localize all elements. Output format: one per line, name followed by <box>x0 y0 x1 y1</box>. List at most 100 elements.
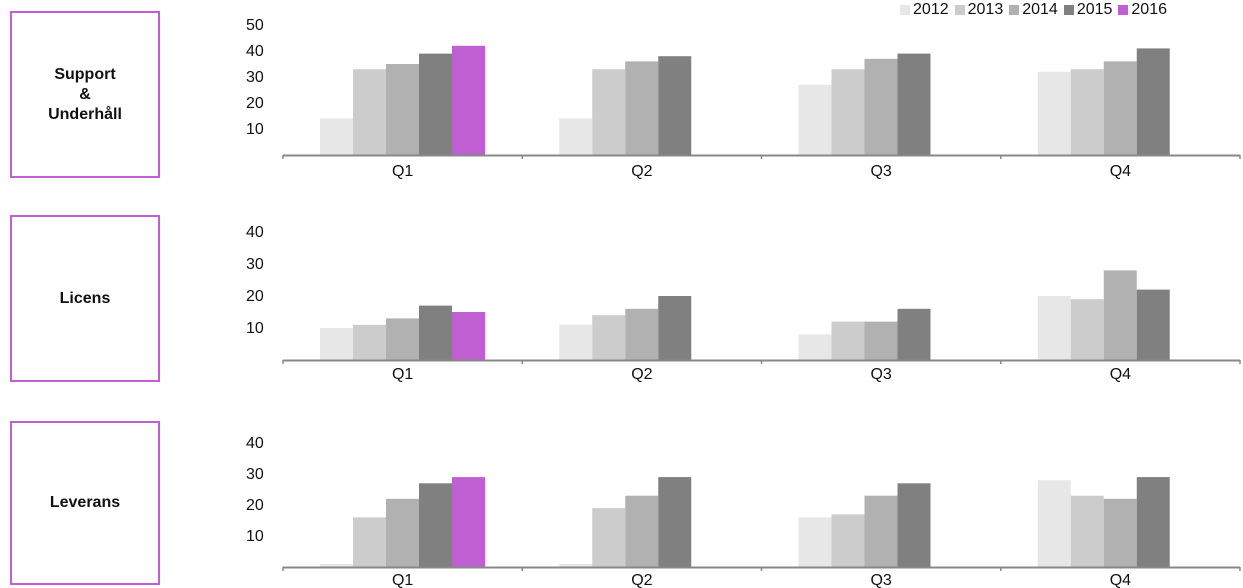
x-tick-label: Q3 <box>870 572 891 588</box>
bar-2013-Q4 <box>1070 299 1104 360</box>
bar-2013-Q3 <box>831 69 865 155</box>
bar-2015-Q2 <box>658 296 692 360</box>
bar-2012-Q1 <box>320 328 353 360</box>
bar-2012-Q1 <box>320 118 353 155</box>
bar-2013-Q2 <box>592 508 626 567</box>
legend-label: 2016 <box>1131 1 1167 18</box>
bar-2012-Q3 <box>798 517 832 567</box>
x-tick-label: Q4 <box>1110 572 1131 588</box>
bar-2014-Q1 <box>386 64 419 155</box>
bar-2012-Q2 <box>559 563 593 567</box>
y-tick-label: 40 <box>246 224 264 241</box>
bar-2012-Q4 <box>1037 480 1071 567</box>
bar-2015-Q1 <box>419 53 452 155</box>
row-label-support: Support & Underhåll <box>10 11 160 178</box>
y-tick-label: 20 <box>246 497 264 514</box>
legend-label: 2015 <box>1076 1 1113 18</box>
bar-2015-Q1 <box>419 305 452 360</box>
bar-2015-Q3 <box>897 483 931 567</box>
legend-item-2014: 2014 <box>1009 1 1058 19</box>
row-label-licens: Licens <box>10 215 160 382</box>
legend-swatch <box>1063 5 1074 15</box>
x-tick-label: Q3 <box>870 163 891 180</box>
chart-2: 10 20 30 40 Q1 Q2 Q3 Q4 <box>246 435 1241 588</box>
bar-2014-Q1 <box>386 498 419 567</box>
bar-2013-Q2 <box>592 69 626 155</box>
x-tick-label: Q4 <box>1110 366 1131 383</box>
chart-0: 10 20 30 40 50 Q1 Q2 Q3 Q4 <box>246 17 1241 180</box>
bar-2013-Q4 <box>1070 69 1104 155</box>
bar-2014-Q2 <box>625 61 659 155</box>
y-tick-label: 10 <box>246 121 264 138</box>
legend-item-2015: 2015 <box>1063 1 1113 19</box>
legend-swatch <box>1118 5 1129 15</box>
bar-2014-Q3 <box>864 58 898 155</box>
row-label-leverans: Leverans <box>10 421 160 585</box>
bar-2014-Q2 <box>625 308 659 360</box>
bar-2013-Q4 <box>1070 495 1104 567</box>
y-tick-label: 30 <box>246 69 264 86</box>
bar-2013-Q1 <box>353 517 386 567</box>
y-tick-label: 30 <box>246 466 264 483</box>
bar-2012-Q3 <box>798 334 832 360</box>
x-tick-label: Q3 <box>870 366 891 383</box>
legend-label: 2012 <box>913 1 949 18</box>
bar-2014-Q3 <box>864 321 898 360</box>
legend-swatch <box>1009 5 1020 15</box>
bar-2015-Q2 <box>658 56 692 156</box>
bar-2013-Q3 <box>831 514 865 567</box>
legend-item-2013: 2013 <box>954 1 1004 19</box>
bar-2015-Q4 <box>1136 289 1170 360</box>
bar-2012-Q1 <box>320 563 353 567</box>
bar-2012-Q4 <box>1037 296 1071 360</box>
y-tick-label: 50 <box>246 17 264 34</box>
legend-item-2012: 2012 <box>900 1 949 19</box>
y-tick-label: 40 <box>246 43 264 60</box>
bar-2014-Q4 <box>1103 498 1137 567</box>
row-label-support-text: Support & Underhåll <box>48 65 122 123</box>
x-tick-label: Q1 <box>392 366 413 383</box>
bar-2013-Q1 <box>353 69 386 155</box>
bar-2015-Q2 <box>658 477 692 567</box>
x-tick-label: Q2 <box>631 366 652 383</box>
row-label-licens-text: Licens <box>59 289 111 307</box>
legend-swatch <box>954 5 965 15</box>
bar-2012-Q2 <box>559 324 593 360</box>
y-tick-label: 10 <box>246 528 264 545</box>
bar-2015-Q4 <box>1136 477 1170 567</box>
bar-2013-Q2 <box>592 315 626 360</box>
chart-legend: 2012 2013 2014 2015 2016 <box>900 1 1167 19</box>
bar-2012-Q3 <box>798 84 832 155</box>
y-tick-label: 20 <box>246 95 264 112</box>
row-label-leverans-text: Leverans <box>49 494 121 511</box>
bar-2016-Q1 <box>452 45 485 155</box>
bar-2014-Q1 <box>386 318 419 360</box>
bar-2016-Q1 <box>452 477 485 567</box>
x-tick-label: Q1 <box>392 572 413 588</box>
bar-2013-Q1 <box>353 324 386 360</box>
bar-2014-Q4 <box>1103 61 1137 155</box>
y-tick-label: 30 <box>246 256 264 273</box>
bar-2012-Q2 <box>559 118 593 155</box>
legend-label: 2014 <box>1022 1 1058 18</box>
bar-2012-Q4 <box>1037 71 1071 155</box>
x-tick-label: Q1 <box>392 163 413 180</box>
y-tick-label: 20 <box>246 288 264 305</box>
chart-1: 10 20 30 40 Q1 Q2 Q3 Q4 <box>246 224 1241 383</box>
bar-2015-Q1 <box>419 483 452 567</box>
bar-2015-Q3 <box>897 53 931 155</box>
legend-label: 2013 <box>967 1 1004 18</box>
bar-2014-Q3 <box>864 495 898 567</box>
bar-2015-Q4 <box>1136 48 1170 155</box>
y-tick-label: 10 <box>246 320 264 337</box>
x-tick-label: Q2 <box>631 163 652 180</box>
x-tick-label: Q2 <box>631 572 652 588</box>
legend-item-2016: 2016 <box>1118 1 1167 19</box>
bar-2015-Q3 <box>897 308 931 360</box>
bar-2013-Q3 <box>831 321 865 360</box>
x-tick-label: Q4 <box>1110 163 1131 180</box>
y-tick-label: 40 <box>246 435 264 452</box>
bar-2016-Q1 <box>452 312 485 360</box>
legend-swatch <box>900 5 911 15</box>
